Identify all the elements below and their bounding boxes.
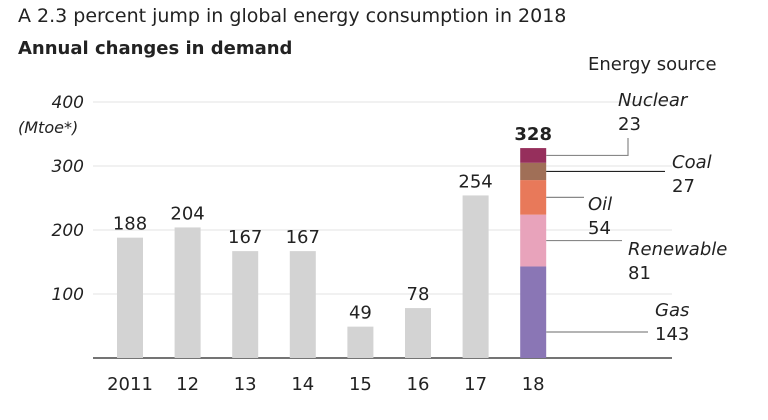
stack-segment-coal xyxy=(520,162,547,181)
bar xyxy=(174,227,201,358)
x-tick-label: 16 xyxy=(407,374,430,395)
data-label: 167 xyxy=(286,227,320,248)
stack-segment-gas xyxy=(520,266,547,358)
segment-value: 81 xyxy=(628,263,651,284)
data-label: 254 xyxy=(458,171,492,192)
segment-name: Gas xyxy=(655,300,689,321)
bar xyxy=(117,237,143,358)
stack-segment-renewable xyxy=(520,214,547,267)
x-tick-label: 18 xyxy=(522,374,545,395)
bar xyxy=(232,251,259,358)
segment-name: Nuclear xyxy=(618,90,689,111)
legend-title: Energy source xyxy=(588,54,717,75)
y-tick-label: 100 xyxy=(52,285,84,305)
y-tick-label: 300 xyxy=(52,157,84,177)
segment-value: 54 xyxy=(588,218,611,239)
segment-value: 143 xyxy=(655,324,689,345)
chart-title: A 2.3 percent jump in global energy cons… xyxy=(18,5,566,27)
segment-value: 23 xyxy=(618,114,641,135)
segment-name: Coal xyxy=(672,152,712,173)
stack-segment-oil xyxy=(520,180,547,215)
bar xyxy=(347,326,374,358)
bar xyxy=(405,308,431,358)
data-label: 78 xyxy=(407,284,430,305)
data-label: 188 xyxy=(113,214,147,235)
bar xyxy=(462,195,489,358)
stack-segment-nuclear xyxy=(520,148,547,163)
data-label: 167 xyxy=(228,227,262,248)
y-tick-label: 400 xyxy=(52,93,84,113)
x-tick-label: 15 xyxy=(349,374,372,395)
segment-name: Renewable xyxy=(628,239,727,260)
segment-name: Oil xyxy=(588,194,612,215)
leader-line xyxy=(546,138,629,157)
segment-value: 27 xyxy=(672,176,695,197)
x-tick-label: 17 xyxy=(464,374,487,395)
data-label: 49 xyxy=(349,303,372,324)
data-label: 204 xyxy=(170,203,204,224)
x-tick-label: 13 xyxy=(234,374,257,395)
bar xyxy=(289,251,316,358)
x-tick-label: 12 xyxy=(176,374,199,395)
y-tick-label: 200 xyxy=(52,221,84,241)
y-axis-label: (Mtoe*) xyxy=(18,118,78,137)
x-tick-label: 14 xyxy=(291,374,314,395)
x-tick-label: 2011 xyxy=(107,374,153,395)
total-label: 328 xyxy=(514,124,552,145)
chart-subtitle: Annual changes in demand xyxy=(18,38,292,59)
